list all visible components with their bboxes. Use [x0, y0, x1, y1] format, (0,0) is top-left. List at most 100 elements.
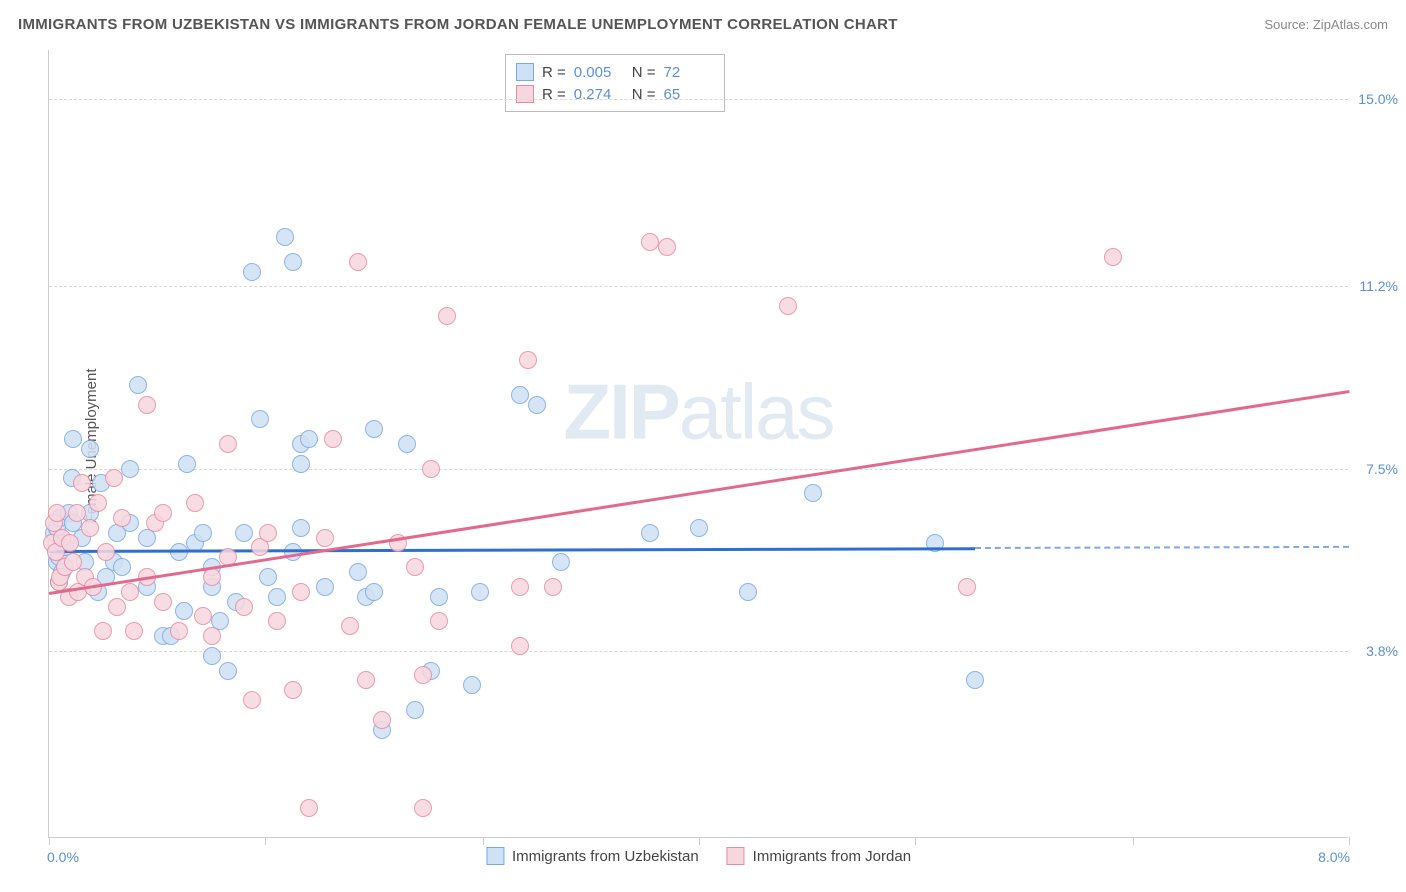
- x-axis-max-label: 8.0%: [1318, 849, 1350, 865]
- x-tick-mark: [915, 837, 916, 845]
- data-point-jordan: [658, 238, 676, 256]
- legend-swatch-uzbekistan: [486, 847, 504, 865]
- swatch-jordan: [516, 85, 534, 103]
- data-point-jordan: [414, 799, 432, 817]
- data-point-uzbekistan: [349, 563, 367, 581]
- data-point-uzbekistan: [406, 701, 424, 719]
- data-point-uzbekistan: [129, 376, 147, 394]
- watermark-zip: ZIP: [563, 368, 678, 456]
- data-point-uzbekistan: [203, 647, 221, 665]
- data-point-jordan: [154, 593, 172, 611]
- stats-row-uzbekistan: R = 0.005 N = 72: [516, 61, 714, 83]
- data-point-uzbekistan: [292, 519, 310, 537]
- x-tick-mark: [265, 837, 266, 845]
- stat-n-value-uz: 72: [664, 64, 714, 81]
- legend-item-jordan: Immigrants from Jordan: [727, 847, 911, 865]
- data-point-uzbekistan: [316, 578, 334, 596]
- data-point-jordan: [73, 474, 91, 492]
- data-point-uzbekistan: [641, 524, 659, 542]
- data-point-jordan: [121, 583, 139, 601]
- data-point-uzbekistan: [292, 455, 310, 473]
- data-point-jordan: [105, 469, 123, 487]
- data-point-uzbekistan: [175, 602, 193, 620]
- data-point-jordan: [81, 519, 99, 537]
- source-label: Source: ZipAtlas.com: [1264, 17, 1388, 32]
- data-point-uzbekistan: [430, 588, 448, 606]
- data-point-uzbekistan: [219, 662, 237, 680]
- data-point-jordan: [544, 578, 562, 596]
- x-tick-mark: [49, 837, 50, 845]
- legend-item-uzbekistan: Immigrants from Uzbekistan: [486, 847, 699, 865]
- stat-r-value-uz: 0.005: [574, 64, 624, 81]
- data-point-jordan: [203, 568, 221, 586]
- grid-line: [49, 286, 1348, 287]
- swatch-uzbekistan: [516, 63, 534, 81]
- data-point-jordan: [219, 435, 237, 453]
- data-point-jordan: [511, 637, 529, 655]
- data-point-uzbekistan: [739, 583, 757, 601]
- x-tick-mark: [1133, 837, 1134, 845]
- data-point-jordan: [68, 504, 86, 522]
- bottom-legend: Immigrants from Uzbekistan Immigrants fr…: [486, 847, 911, 865]
- data-point-jordan: [284, 681, 302, 699]
- trend-line-extension: [975, 546, 1349, 549]
- legend-label-jordan: Immigrants from Jordan: [753, 848, 911, 865]
- data-point-uzbekistan: [178, 455, 196, 473]
- data-point-jordan: [349, 253, 367, 271]
- data-point-jordan: [194, 607, 212, 625]
- x-tick-mark: [1349, 837, 1350, 845]
- watermark-atlas: atlas: [679, 368, 834, 456]
- data-point-jordan: [113, 509, 131, 527]
- data-point-jordan: [243, 691, 261, 709]
- data-point-uzbekistan: [64, 430, 82, 448]
- data-point-jordan: [373, 711, 391, 729]
- y-tick-label: 3.8%: [1366, 643, 1398, 659]
- data-point-jordan: [108, 598, 126, 616]
- data-point-uzbekistan: [471, 583, 489, 601]
- data-point-jordan: [511, 578, 529, 596]
- data-point-jordan: [324, 430, 342, 448]
- data-point-jordan: [422, 460, 440, 478]
- data-point-jordan: [268, 612, 286, 630]
- data-point-jordan: [341, 617, 359, 635]
- x-axis-min-label: 0.0%: [47, 849, 79, 865]
- data-point-uzbekistan: [300, 430, 318, 448]
- data-point-jordan: [154, 504, 172, 522]
- data-point-uzbekistan: [463, 676, 481, 694]
- data-point-uzbekistan: [552, 553, 570, 571]
- data-point-jordan: [186, 494, 204, 512]
- x-tick-mark: [483, 837, 484, 845]
- data-point-jordan: [138, 396, 156, 414]
- data-point-uzbekistan: [170, 543, 188, 561]
- title-bar: IMMIGRANTS FROM UZBEKISTAN VS IMMIGRANTS…: [18, 16, 1388, 33]
- data-point-jordan: [1104, 248, 1122, 266]
- plot-area: ZIPatlas R = 0.005 N = 72 R = 0.274 N = …: [48, 50, 1348, 838]
- data-point-uzbekistan: [251, 410, 269, 428]
- data-point-jordan: [641, 233, 659, 251]
- data-point-jordan: [316, 529, 334, 547]
- legend-swatch-jordan: [727, 847, 745, 865]
- data-point-jordan: [48, 504, 66, 522]
- stats-legend-box: R = 0.005 N = 72 R = 0.274 N = 65: [505, 54, 725, 112]
- chart-title: IMMIGRANTS FROM UZBEKISTAN VS IMMIGRANTS…: [18, 16, 898, 33]
- stat-r-label: R =: [542, 64, 566, 81]
- data-point-jordan: [406, 558, 424, 576]
- grid-line: [49, 469, 1348, 470]
- data-point-jordan: [430, 612, 448, 630]
- data-point-jordan: [125, 622, 143, 640]
- data-point-jordan: [203, 627, 221, 645]
- data-point-jordan: [292, 583, 310, 601]
- data-point-jordan: [438, 307, 456, 325]
- data-point-jordan: [97, 543, 115, 561]
- data-point-uzbekistan: [511, 386, 529, 404]
- y-tick-label: 11.2%: [1359, 278, 1398, 294]
- data-point-jordan: [779, 297, 797, 315]
- data-point-uzbekistan: [194, 524, 212, 542]
- data-point-uzbekistan: [276, 228, 294, 246]
- y-tick-label: 15.0%: [1358, 91, 1398, 107]
- stat-n-label: N =: [632, 64, 656, 81]
- x-tick-mark: [699, 837, 700, 845]
- data-point-jordan: [89, 494, 107, 512]
- grid-line: [49, 651, 1348, 652]
- data-point-uzbekistan: [966, 671, 984, 689]
